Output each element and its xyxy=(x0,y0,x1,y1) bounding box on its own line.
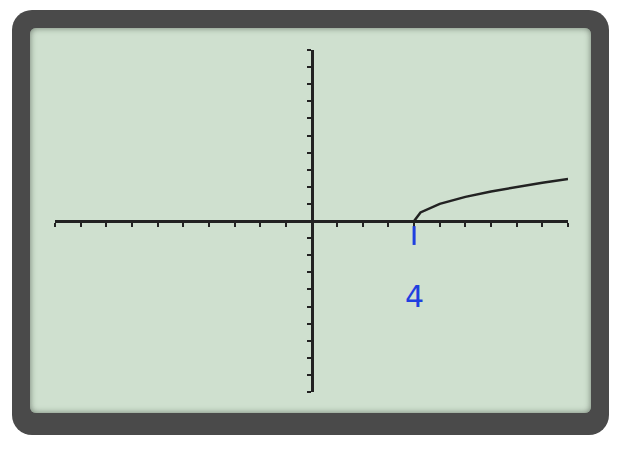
svg-text:4: 4 xyxy=(405,279,424,314)
